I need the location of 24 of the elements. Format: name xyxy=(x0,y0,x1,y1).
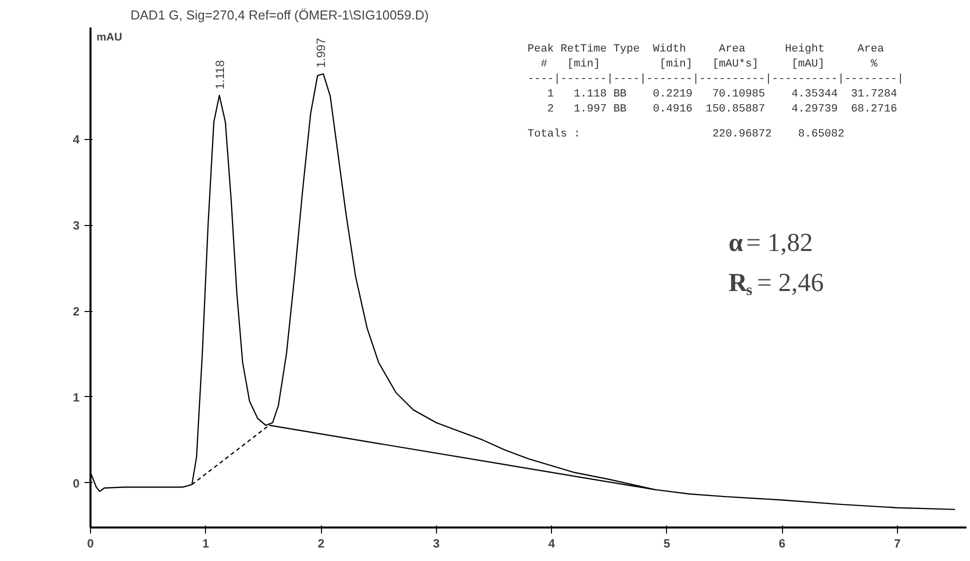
y-axis-title: mAU xyxy=(96,32,122,44)
y-tick-label: 0 xyxy=(72,476,80,490)
annotation: 1.997 xyxy=(314,38,328,68)
x-tick-label: 3 xyxy=(432,536,440,550)
x-tick-label: 2 xyxy=(318,536,325,550)
annotation: Peak RetTime Type Width Area Height Area xyxy=(528,44,884,56)
annotation: α= 1,82 xyxy=(728,228,813,257)
annotation: 2 1.997 BB 0.4916 150.85887 4.29739 68.2716 xyxy=(528,104,898,116)
x-tick-label: 1 xyxy=(202,536,210,550)
x-tick-label: 6 xyxy=(778,536,786,550)
annotation: # [min] [min] [mAU*s] [mAU] % xyxy=(528,58,878,70)
y-tick-label: 1 xyxy=(72,390,80,404)
y-tick-label: 3 xyxy=(72,218,80,233)
x-tick-label: 5 xyxy=(663,536,670,550)
annotation: Totals : 220.96872 8.65082 xyxy=(528,128,844,140)
annotation: 1 1.118 BB 0.2219 70.10985 4.35344 31.7284 xyxy=(528,88,898,100)
y-tick-label: 4 xyxy=(72,132,80,147)
annotation: ----|-------|----|-------|----------|----------|--------| xyxy=(528,74,904,86)
x-tick-label: 4 xyxy=(548,536,556,550)
y-tick-label: 2 xyxy=(72,304,80,319)
annotation: 1.118 xyxy=(212,60,227,90)
chart-title: DAD1 G, Sig=270,4 Ref=off (ÖMER-1\SIG10059.D) xyxy=(130,8,429,22)
x-tick-label: 7 xyxy=(894,536,902,550)
x-tick-label: 0 xyxy=(87,536,94,550)
